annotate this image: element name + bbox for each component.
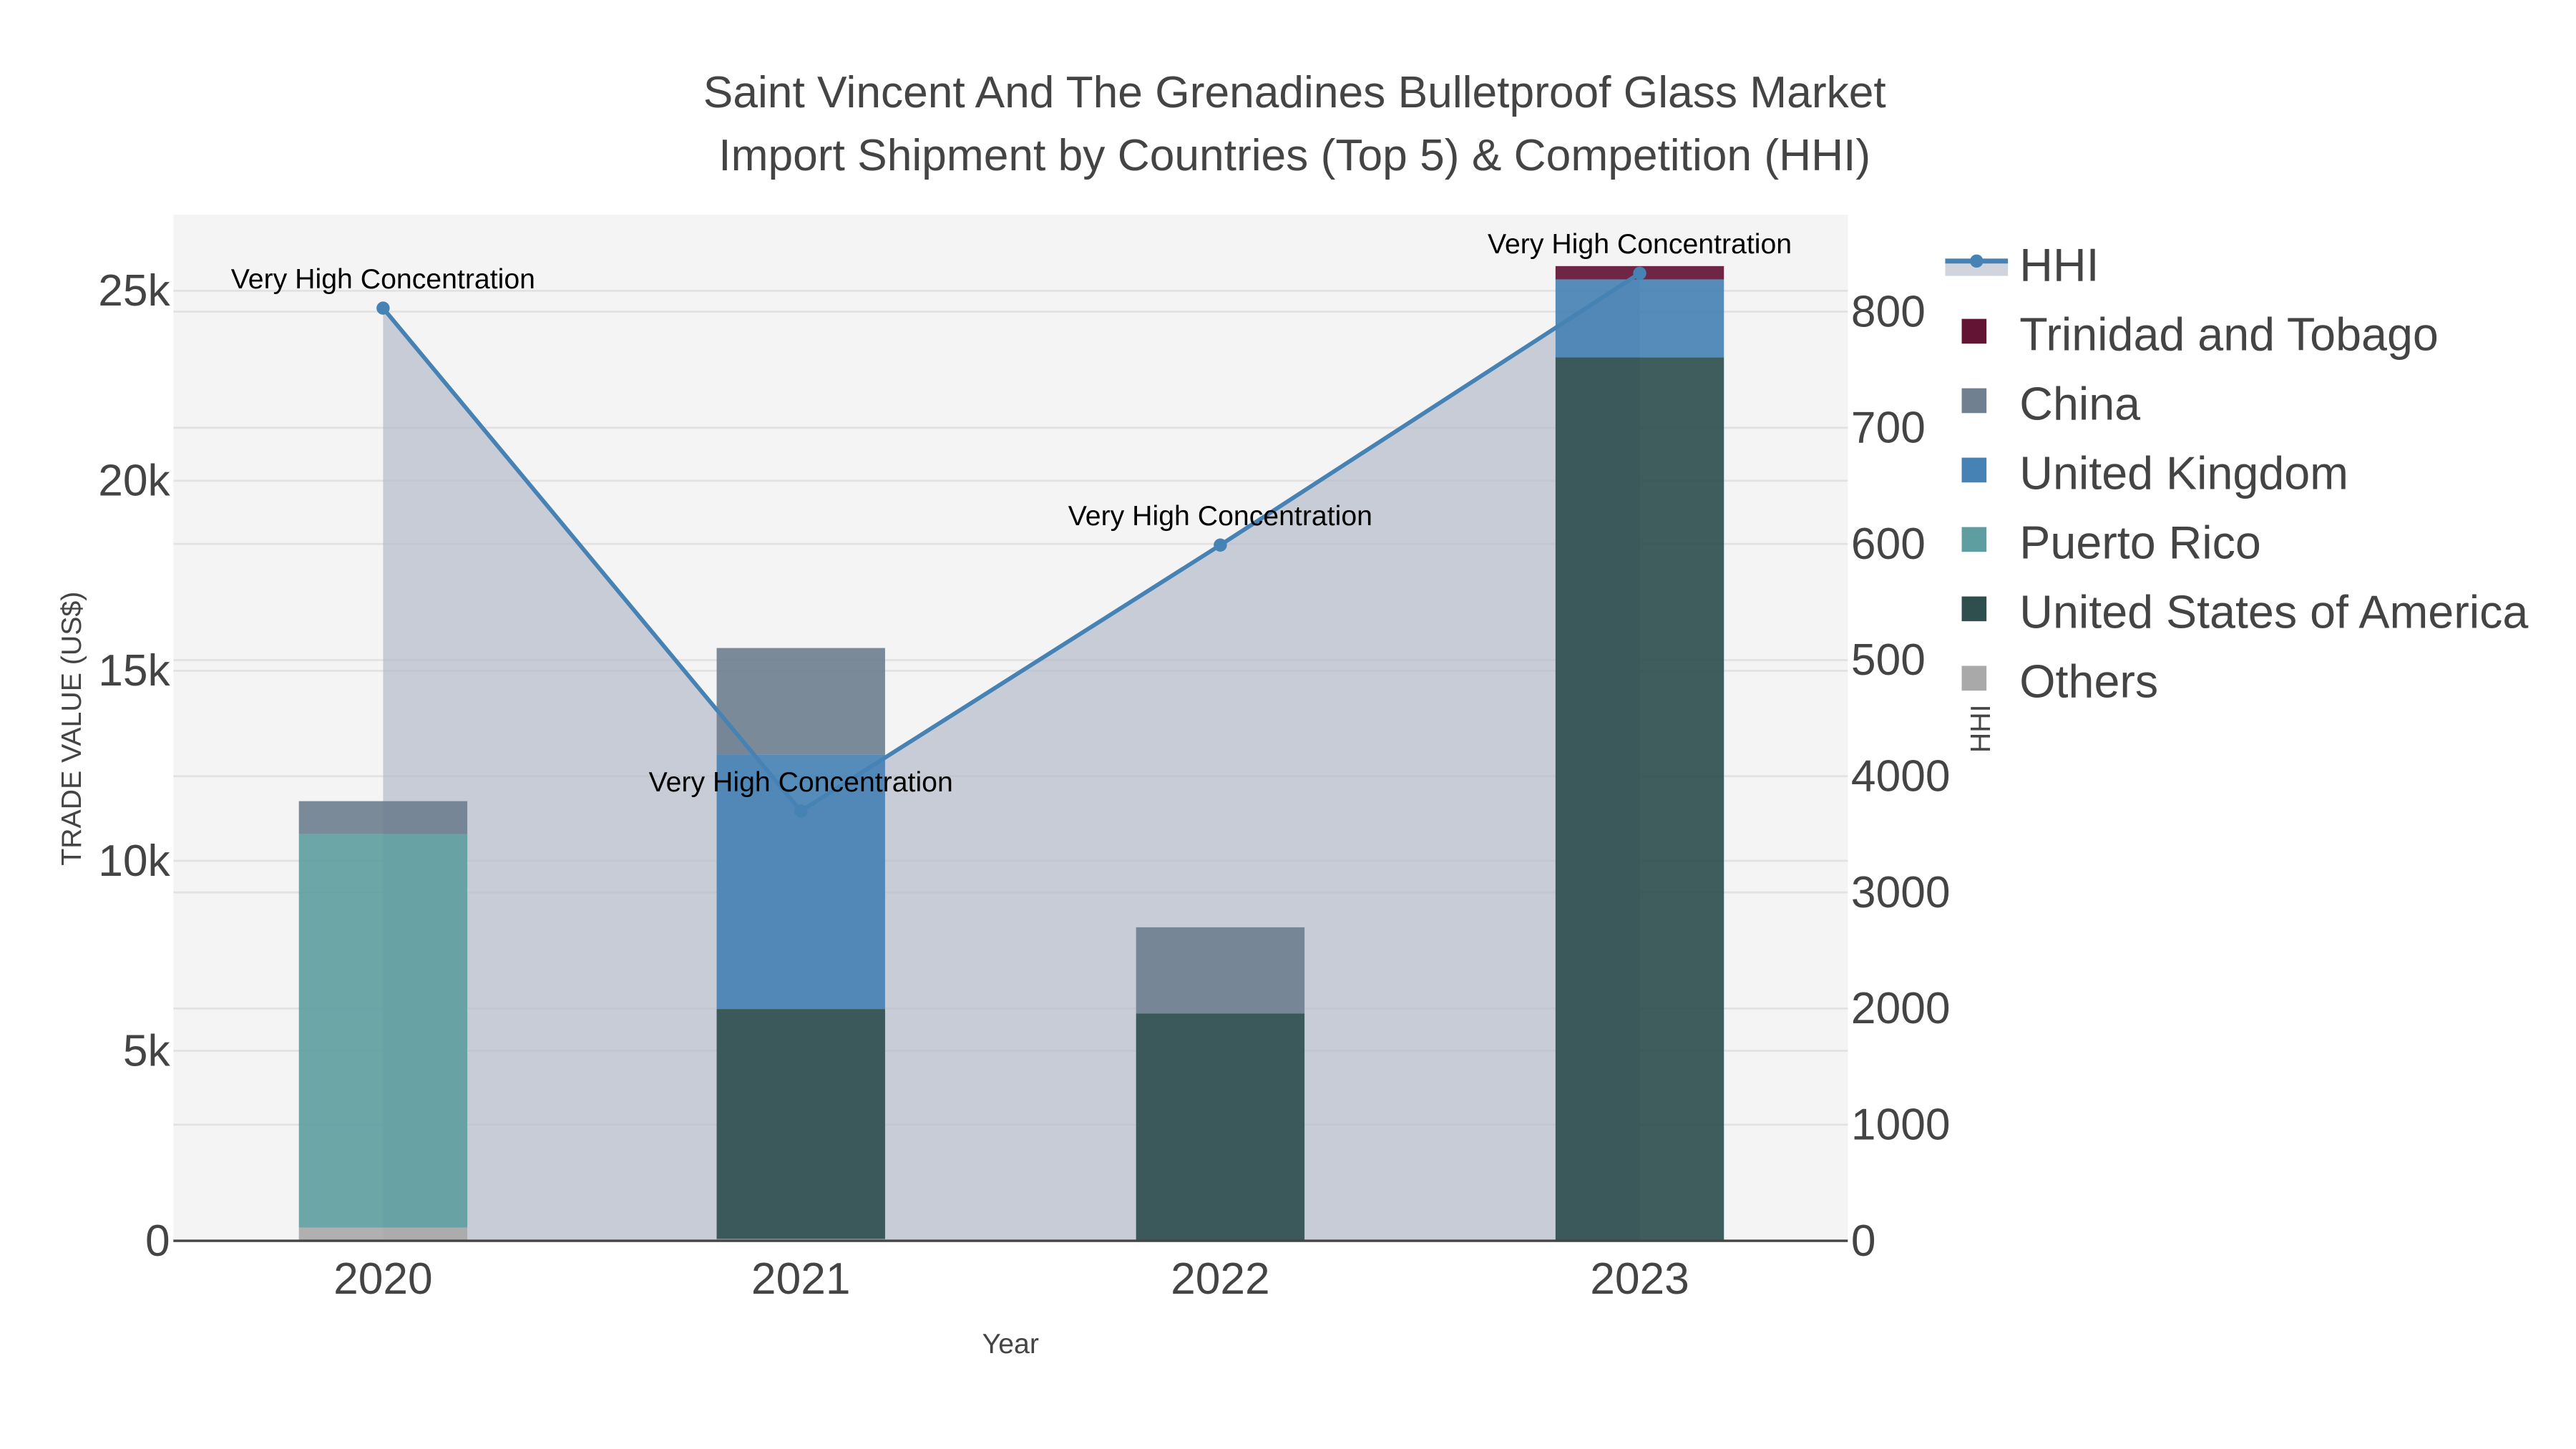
- svg-text:2000: 2000: [1851, 984, 1951, 1033]
- y-axis-ticks: 0 5k 10k 15k 20k 25k: [98, 266, 170, 1266]
- bar-segment: [298, 801, 468, 834]
- bar-segment: [298, 834, 468, 1228]
- y2-axis-title: HHI: [1965, 704, 1996, 753]
- bars: [298, 265, 1724, 1241]
- svg-text:Very High Concentration: Very High Concentration: [231, 263, 535, 295]
- y-axis-title: TRADE VALUE (US$): [56, 592, 87, 866]
- svg-text:20k: 20k: [98, 457, 170, 506]
- legend: HHI Trinidad and Tobago China United Kingdo…: [1945, 239, 2529, 707]
- svg-text:China: China: [2019, 377, 2140, 429]
- svg-text:Very High Concentration: Very High Concentration: [1488, 228, 1792, 260]
- svg-text:0: 0: [145, 1216, 170, 1266]
- hhi-area: [383, 273, 1640, 1241]
- svg-text:HHI: HHI: [2019, 239, 2099, 291]
- legend-item[interactable]: Puerto Rico: [1961, 516, 2261, 568]
- svg-text:Very High Concentration: Very High Concentration: [649, 766, 953, 798]
- bar-segment: [298, 1227, 468, 1241]
- chart-title: Saint Vincent And The Grenadines Bulletp…: [703, 68, 1886, 117]
- legend-item[interactable]: Trinidad and Tobago: [1961, 308, 2439, 361]
- svg-text:2022: 2022: [1171, 1254, 1270, 1304]
- svg-text:Trinidad and Tobago: Trinidad and Tobago: [2019, 308, 2439, 360]
- legend-item[interactable]: United Kingdom: [1961, 447, 2348, 499]
- legend-item[interactable]: HHI: [1945, 239, 2099, 291]
- legend-item[interactable]: China: [1961, 377, 2141, 429]
- hhi-annotations: Very High Concentration Very High Concent…: [231, 228, 1792, 798]
- svg-text:2020: 2020: [333, 1254, 433, 1304]
- hhi-line: [376, 266, 1646, 818]
- bar-segment: [716, 648, 885, 755]
- bar-segment: [1555, 279, 1724, 358]
- bar-segment: [716, 754, 885, 1010]
- svg-text:2021: 2021: [751, 1254, 851, 1304]
- chart-subtitle: Import Shipment by Countries (Top 5) & C…: [718, 131, 1870, 180]
- legend-item[interactable]: United States of America: [1961, 585, 2529, 638]
- svg-text:4000: 4000: [1851, 752, 1951, 801]
- x-axis-title: Year: [982, 1328, 1039, 1360]
- bar-segment: [716, 1009, 885, 1239]
- svg-text:600: 600: [1851, 519, 1926, 569]
- svg-text:700: 700: [1851, 404, 1926, 453]
- svg-text:15k: 15k: [98, 646, 170, 696]
- svg-text:0: 0: [1851, 1216, 1876, 1266]
- svg-text:2023: 2023: [1590, 1254, 1689, 1304]
- svg-text:United States of America: United States of America: [2019, 585, 2528, 638]
- svg-text:3000: 3000: [1851, 868, 1951, 917]
- svg-text:25k: 25k: [98, 266, 170, 316]
- svg-text:Puerto Rico: Puerto Rico: [2019, 516, 2261, 568]
- svg-text:5k: 5k: [123, 1026, 171, 1075]
- svg-text:1000: 1000: [1851, 1101, 1951, 1150]
- x-axis-ticks: 2020 2021 2022 2023: [333, 1254, 1689, 1304]
- svg-text:Others: Others: [2019, 655, 2158, 707]
- y2-axis-ticks: 0 1000 2000 3000 4000 500 600 700 800: [1851, 287, 1951, 1266]
- svg-text:United Kingdom: United Kingdom: [2019, 447, 2348, 499]
- svg-text:10k: 10k: [98, 836, 170, 886]
- bar-segment: [1136, 927, 1305, 1014]
- svg-text:500: 500: [1851, 635, 1926, 685]
- bar-segment: [1136, 1013, 1305, 1241]
- svg-text:Very High Concentration: Very High Concentration: [1068, 500, 1372, 532]
- svg-text:800: 800: [1851, 287, 1926, 336]
- legend-item[interactable]: Others: [1961, 655, 2159, 707]
- bar-segment: [1555, 357, 1724, 1241]
